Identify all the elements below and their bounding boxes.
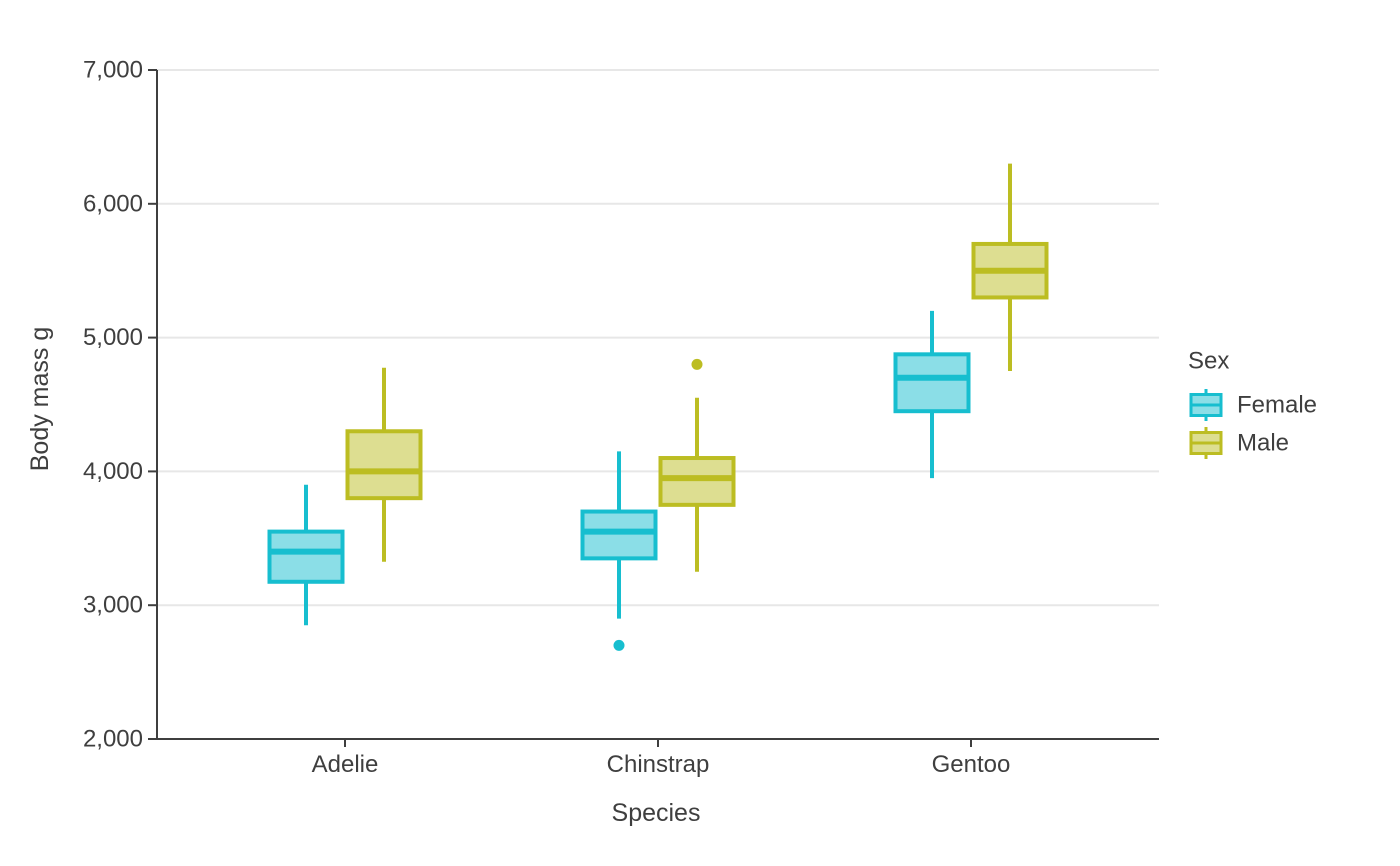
- legend: Sex Female Male: [1188, 348, 1317, 459]
- x-tick-label: Adelie: [312, 751, 379, 778]
- outlier-point: [613, 639, 625, 651]
- boxplot-marks: [267, 163, 1049, 651]
- y-tick-label: 7,000: [83, 57, 143, 84]
- legend-title: Sex: [1188, 348, 1229, 375]
- x-tick-label: Gentoo: [932, 751, 1011, 778]
- outlier-point: [691, 358, 703, 370]
- legend-label: Female: [1237, 392, 1317, 419]
- box-chinstrap-female: [580, 451, 658, 651]
- iqr-box: [893, 352, 971, 414]
- iqr-box: [658, 456, 736, 507]
- axes: 2,000 3,000 4,000 5,000 6,000 7,000 Adelie Chin…: [83, 57, 1159, 778]
- box-gentoo-female: [893, 310, 971, 479]
- y-tick-label: 4,000: [83, 458, 143, 485]
- iqr-box: [345, 429, 423, 501]
- iqr-box: [580, 509, 658, 561]
- y-tick-label: 5,000: [83, 324, 143, 351]
- y-axis-title: Body mass g: [26, 327, 54, 472]
- box-adelie-female: [267, 484, 345, 626]
- y-tick-label: 6,000: [83, 190, 143, 217]
- x-axis-title: Species: [612, 799, 701, 827]
- legend-label: Male: [1237, 430, 1289, 457]
- gridlines: [157, 69, 1159, 607]
- legend-item-male: Male: [1189, 427, 1289, 459]
- y-tick-label: 3,000: [83, 592, 143, 619]
- iqr-box: [267, 529, 345, 584]
- box-gentoo-male: [971, 163, 1049, 372]
- box-chinstrap-male: [658, 358, 736, 572]
- y-tick-label: 2,000: [83, 726, 143, 753]
- x-tick-label: Chinstrap: [607, 751, 710, 778]
- box-adelie-male: [345, 367, 423, 562]
- legend-item-female: Female: [1189, 389, 1317, 421]
